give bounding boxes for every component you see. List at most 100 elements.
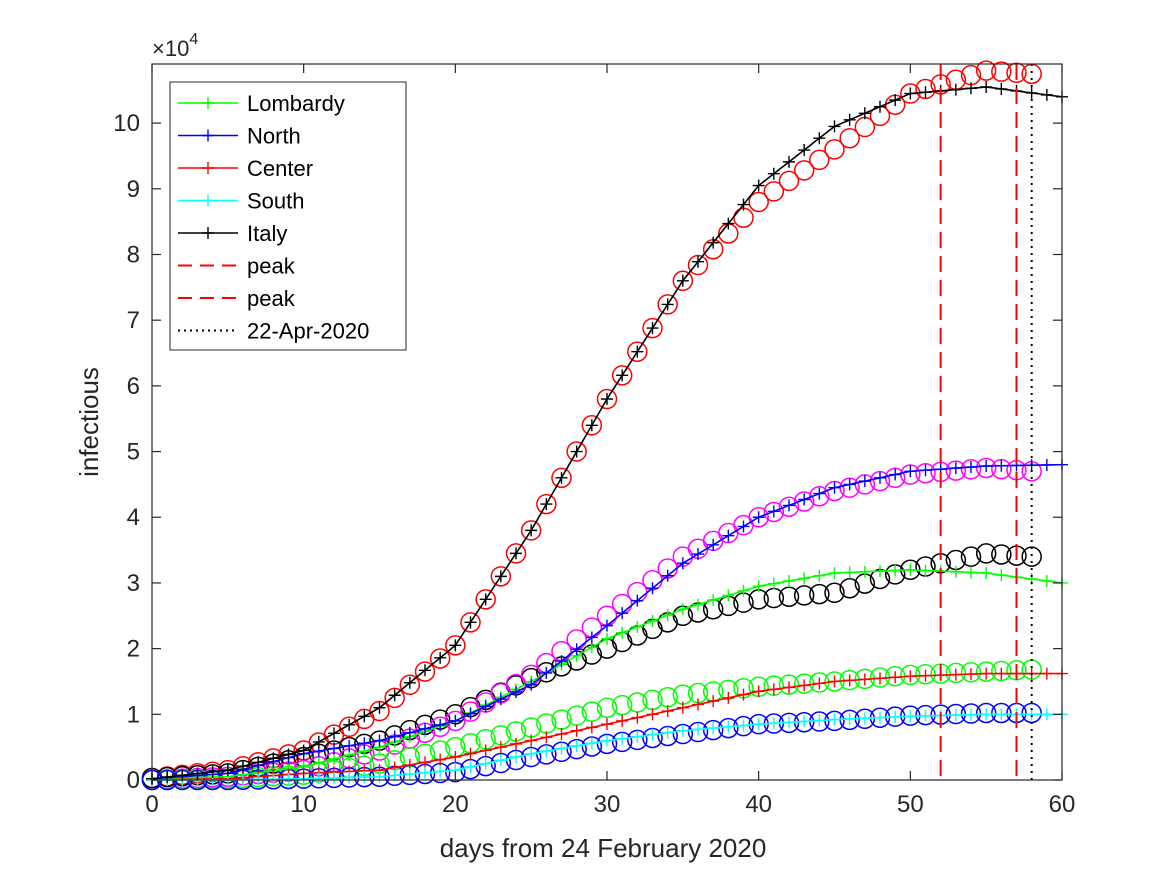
- observed-marker-italy-observed-44: [809, 149, 830, 171]
- observed-marker-lombardy-observed-44: [809, 583, 830, 605]
- observed-marker-center-observed-29: [581, 701, 603, 722]
- series-marker-north-12: [328, 742, 340, 755]
- series-marker-north-29: [585, 631, 598, 644]
- series-marker-lombardy-40: [752, 580, 765, 593]
- series-marker-north-36: [692, 548, 704, 561]
- y-tick-label-2: 2: [127, 636, 140, 663]
- series-marker-north-30: [601, 619, 613, 632]
- observed-marker-north-observed-55: [975, 457, 997, 479]
- series-marker-lombardy-47: [858, 565, 871, 578]
- series-marker-north-50: [904, 465, 917, 478]
- observed-marker-italy-observed-33: [642, 317, 663, 339]
- legend-marker-4: [202, 227, 214, 239]
- series-marker-lombardy-37: [707, 594, 720, 607]
- x-tick-label-0: 0: [145, 791, 158, 818]
- series-marker-italy-15: [373, 701, 386, 714]
- legend-entry-peak-6: peak: [178, 286, 296, 311]
- series-marker-italy-26: [540, 498, 553, 511]
- observed-marker-italy-observed-31: [611, 365, 633, 386]
- series-marker-south-41: [767, 717, 780, 730]
- series-marker-south-27: [555, 742, 568, 755]
- series-marker-lombardy-35: [676, 603, 689, 616]
- legend-box: [169, 81, 407, 351]
- observed-marker-italy-observed-32: [627, 341, 648, 362]
- legend-label-6: peak: [247, 286, 296, 311]
- observed-marker-center-observed-51: [915, 663, 936, 685]
- observed-marker-north-observed-43: [793, 491, 815, 512]
- series-marker-center-42: [783, 681, 795, 694]
- series-marker-south-58: [1025, 708, 1038, 721]
- series-marker-italy-45: [828, 120, 841, 133]
- observed-marker-italy-observed-30: [596, 388, 618, 410]
- series-marker-north-24: [510, 685, 522, 698]
- series-marker-south-22: [479, 757, 492, 770]
- series-marker-south-51: [919, 709, 932, 722]
- observed-marker-italy-observed-21: [460, 612, 481, 633]
- series-marker-italy-47: [858, 107, 871, 120]
- series-marker-north-48: [874, 471, 886, 484]
- x-tick-label-60: 60: [1049, 791, 1076, 818]
- observed-marker-south-observed-33: [642, 727, 663, 749]
- series-marker-center-53: [949, 668, 962, 681]
- series-marker-south-35: [676, 724, 689, 737]
- series-marker-north-40: [752, 511, 765, 524]
- series-marker-italy-16: [388, 689, 401, 702]
- series-marker-italy-19: [434, 651, 447, 664]
- observed-marker-italy-observed-57: [1006, 62, 1027, 84]
- series-marker-south-8: [267, 773, 280, 786]
- series-marker-north-14: [358, 737, 371, 750]
- y-tick-label-9: 9: [127, 176, 140, 203]
- series-marker-center-50: [904, 670, 917, 683]
- observed-marker-south-observed-34: [657, 725, 678, 747]
- series-marker-center-59: [1040, 667, 1053, 680]
- observed-marker-italy-observed-41: [763, 181, 785, 202]
- series-marker-north-22: [479, 700, 492, 713]
- legend-marker-0: [202, 97, 214, 109]
- legend-label-4: Italy: [247, 221, 287, 246]
- series-marker-lombardy-56: [995, 569, 1008, 582]
- series-marker-south-47: [858, 712, 871, 725]
- series-marker-south-13: [343, 771, 356, 784]
- y-tick-label-0: 0: [127, 767, 140, 794]
- series-marker-italy-50: [904, 87, 917, 100]
- observed-marker-lombardy-observed-58: [1021, 546, 1042, 567]
- observed-marker-north-observed-40: [748, 506, 769, 528]
- series-marker-north-27: [555, 655, 568, 668]
- series-marker-italy-17: [403, 676, 416, 689]
- series-marker-center-20: [449, 751, 462, 764]
- series-marker-center-32: [631, 711, 644, 724]
- series-marker-north-28: [570, 643, 583, 656]
- series-marker-italy-34: [661, 298, 674, 311]
- vline-layer: [939, 64, 1033, 780]
- series-marker-italy-37: [707, 236, 720, 249]
- y-axis-label: infectious: [74, 367, 104, 477]
- series-marker-center-31: [616, 714, 629, 727]
- series-marker-north-47: [858, 475, 871, 488]
- series-marker-center-48: [874, 672, 886, 685]
- series-marker-italy-5: [221, 764, 234, 777]
- observed-marker-north-observed-56: [991, 458, 1012, 480]
- series-marker-south-55: [980, 708, 993, 721]
- series-marker-italy-13: [343, 718, 356, 731]
- legend-label-1: North: [247, 124, 301, 149]
- series-marker-italy-55: [980, 80, 993, 93]
- series-marker-north-45: [828, 481, 841, 494]
- legend: Lombardy North Center South Italy peak peak 22-…: [169, 81, 407, 351]
- series-marker-south-23: [494, 754, 507, 767]
- series-marker-north-33: [646, 582, 659, 595]
- observed-marker-center-observed-54: [960, 662, 982, 683]
- series-marker-south-25: [525, 747, 538, 760]
- series-marker-north-25: [525, 678, 538, 691]
- series-marker-italy-29: [585, 419, 598, 432]
- observed-marker-south-observed-31: [611, 731, 633, 753]
- series-marker-lombardy-34: [661, 609, 674, 622]
- observed-marker-italy-observed-26: [536, 493, 557, 515]
- series-marker-south-34: [661, 726, 674, 739]
- observed-marker-north-observed-54: [960, 459, 982, 480]
- observed-marker-italy-observed-17: [399, 674, 421, 696]
- series-marker-italy-12: [328, 727, 340, 740]
- series-marker-italy-46: [843, 113, 856, 126]
- series-marker-south-42: [783, 716, 795, 729]
- series-marker-center-27: [555, 728, 568, 741]
